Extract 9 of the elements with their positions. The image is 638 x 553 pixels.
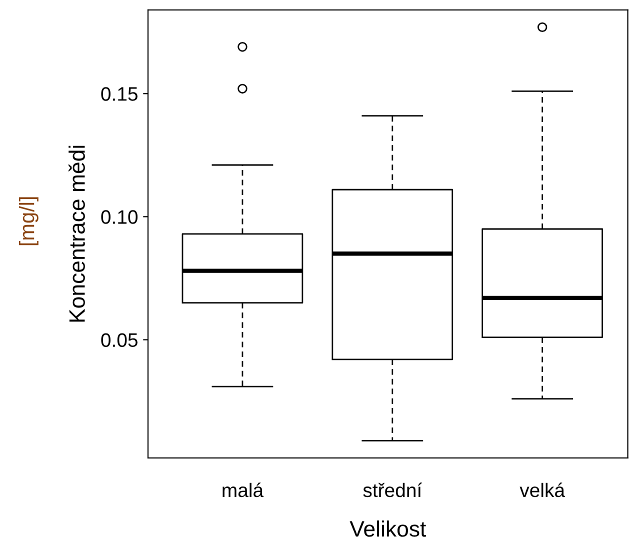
- y-tick-label: 0.10: [101, 210, 138, 224]
- y-axis-title: Koncentrace mědi: [68, 146, 85, 322]
- x-tick-label: velká: [520, 482, 566, 498]
- y-tick-label: 0.15: [101, 87, 138, 101]
- y-tick-label: 0.05: [101, 333, 138, 347]
- x-axis-title: Velikost: [350, 520, 426, 537]
- x-tick-label: malá: [222, 482, 264, 498]
- x-tick-label: střední: [363, 482, 422, 498]
- text: [mg/l]: [19, 197, 38, 246]
